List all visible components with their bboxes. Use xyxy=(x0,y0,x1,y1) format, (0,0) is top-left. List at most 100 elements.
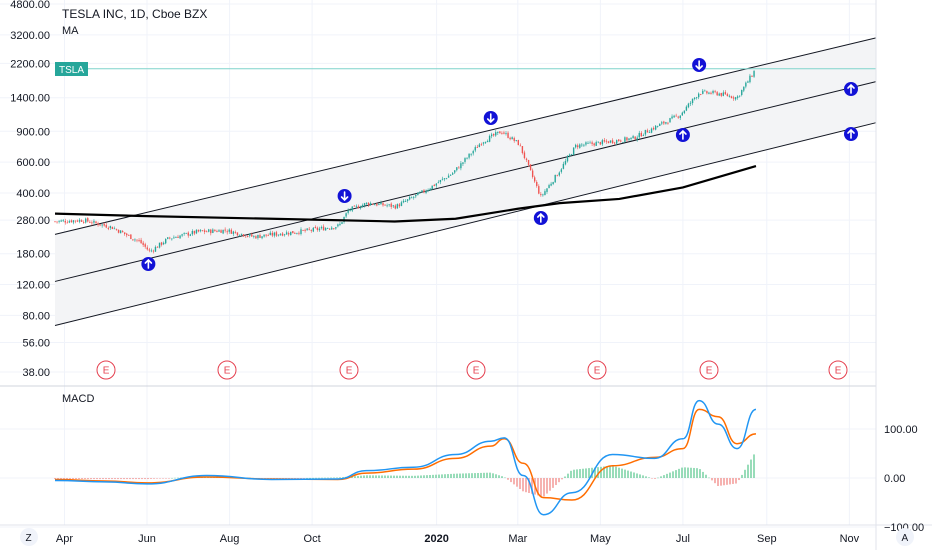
macd-histogram-bar xyxy=(645,476,647,478)
candle-body xyxy=(634,136,636,140)
earnings-marker[interactable]: E xyxy=(699,360,719,380)
earnings-marker[interactable]: E xyxy=(217,360,237,380)
candle-body xyxy=(613,142,616,144)
candle-body xyxy=(611,140,614,144)
arrow-down-circle-icon[interactable] xyxy=(483,111,498,125)
macd-histogram-bar xyxy=(651,478,653,479)
candle-body xyxy=(80,220,83,222)
macd-axis[interactable]: 100.00 0.00 −100.00 xyxy=(884,424,924,534)
candle-body xyxy=(132,239,134,241)
macd-histogram-bar xyxy=(525,478,527,493)
candle-body xyxy=(671,116,673,119)
candle-body xyxy=(458,167,460,169)
macd-histogram-bar xyxy=(636,473,638,478)
trend-channel[interactable] xyxy=(54,37,877,327)
channel-upper-line[interactable] xyxy=(54,37,877,235)
earnings-label: E xyxy=(103,366,110,377)
candle-body xyxy=(564,161,567,165)
macd-histogram-bar xyxy=(447,474,449,478)
candle-body xyxy=(577,145,579,148)
candle-body xyxy=(197,229,200,232)
candle-body xyxy=(581,144,583,146)
candle-body xyxy=(632,136,634,139)
arrow-up-circle-icon[interactable] xyxy=(141,257,156,271)
zoom-button[interactable]: Z xyxy=(20,528,38,546)
macd-histogram-bar xyxy=(576,469,578,478)
macd-histogram-bar xyxy=(393,475,395,478)
candle-body xyxy=(572,147,575,155)
arrow-down-circle-icon[interactable] xyxy=(692,58,707,72)
macd-histogram-bar xyxy=(582,468,584,478)
arrow-up-circle-icon[interactable] xyxy=(844,82,858,96)
macd-histogram-bar xyxy=(114,478,116,480)
macd-histogram-bar xyxy=(432,474,434,478)
macd-histogram-bar xyxy=(54,478,56,480)
candle-body xyxy=(554,174,556,183)
symbol-title[interactable]: TESLA INC, 1D, Cboe BZX xyxy=(62,7,207,21)
channel-middle-line[interactable] xyxy=(54,81,877,282)
macd-histogram-bar xyxy=(75,478,77,480)
macd-histogram-bar xyxy=(429,475,431,478)
arrow-up-circle-icon[interactable] xyxy=(675,128,690,142)
earnings-marker[interactable]: E xyxy=(96,360,116,380)
candle-body xyxy=(698,93,700,98)
time-axis[interactable]: Apr Jun Aug Oct 2020 Mar May Jul Sep Nov xyxy=(56,533,860,545)
candle-body xyxy=(228,229,230,232)
candle-body xyxy=(486,141,489,143)
candle-body xyxy=(384,204,386,206)
auto-scale-button[interactable]: A xyxy=(896,528,914,546)
signal-arrows[interactable] xyxy=(141,58,858,271)
candle-body xyxy=(201,230,204,232)
arrow-up-circle-icon[interactable] xyxy=(844,127,858,141)
arrow-down-circle-icon[interactable] xyxy=(337,189,352,203)
earnings-marker[interactable]: E xyxy=(587,360,607,380)
macd-histogram-bar xyxy=(648,477,650,478)
candle-body xyxy=(675,115,677,117)
macd-histogram-bar xyxy=(144,478,146,480)
candle-body xyxy=(171,238,173,240)
earnings-circle xyxy=(217,360,237,380)
macd-label[interactable]: MACD xyxy=(62,393,94,405)
price-axis[interactable]: 4800.00 3200.00 2200.00 1400.00 900.00 600.00… xyxy=(10,0,50,379)
candle-body xyxy=(741,89,743,96)
candle-body xyxy=(622,141,624,143)
earnings-marker[interactable]: E xyxy=(466,360,486,380)
earnings-marker[interactable]: E xyxy=(339,360,359,380)
candle-body xyxy=(259,235,261,238)
macd-histogram-bar xyxy=(375,475,377,478)
arrow-up-circle-icon[interactable] xyxy=(533,211,548,225)
earnings-label: E xyxy=(706,366,713,377)
candle-body xyxy=(138,240,140,241)
candle-body xyxy=(603,140,606,142)
channel-lower-line[interactable] xyxy=(54,122,877,327)
candle-body xyxy=(222,229,224,234)
candle-body xyxy=(226,231,228,233)
macd-histogram-bar xyxy=(180,477,182,479)
candle-body xyxy=(546,188,548,192)
candle-body xyxy=(283,234,286,236)
candle-body xyxy=(376,203,378,206)
candle-body xyxy=(230,229,232,234)
candle-body xyxy=(99,224,101,226)
candle-body xyxy=(490,134,493,137)
candle-body xyxy=(702,90,704,94)
candle-body xyxy=(351,206,353,211)
candle-body xyxy=(109,226,112,228)
candle-body xyxy=(739,95,741,97)
price-axis-label: 4800.00 xyxy=(10,0,50,11)
macd-histogram-bar xyxy=(354,476,356,478)
macd-histogram-bar xyxy=(516,478,518,487)
candle-body xyxy=(242,234,245,237)
indicator-label[interactable]: MA xyxy=(62,25,79,37)
earnings-marker[interactable]: E xyxy=(828,360,848,380)
macd-histogram-bar xyxy=(468,473,470,478)
candle-body xyxy=(445,178,448,180)
macd-histogram-bar xyxy=(531,478,533,494)
candle-body xyxy=(203,230,206,232)
macd-histogram-bar xyxy=(486,472,488,478)
macd-histogram-bar xyxy=(66,478,68,480)
macd-histogram-bar xyxy=(366,475,368,478)
candle-body xyxy=(681,112,683,116)
